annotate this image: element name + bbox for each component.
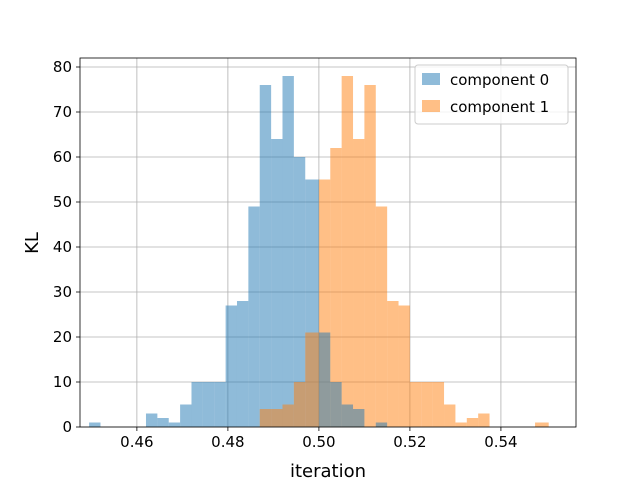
bar-component-0 bbox=[259, 85, 272, 427]
bar-component-1 bbox=[421, 382, 433, 427]
bar-component-1 bbox=[466, 418, 479, 427]
bar-overlap bbox=[271, 409, 283, 427]
x-tick-label: 0.48 bbox=[211, 433, 244, 451]
y-tick-label: 80 bbox=[53, 58, 72, 76]
bar-component-1 bbox=[364, 85, 376, 427]
bar-component-1 bbox=[375, 206, 388, 427]
bar-component-1 bbox=[432, 382, 445, 427]
legend-label-component-0: component 0 bbox=[450, 71, 549, 89]
axis-ticks: 0.46 0.48 0.50 0.52 0.54 0 10 20 30 40 50 60 70 80 bbox=[53, 58, 518, 451]
x-tick-label: 0.50 bbox=[302, 433, 335, 451]
bar-component-0 bbox=[145, 413, 158, 427]
y-tick-label: 10 bbox=[53, 373, 72, 391]
bar-component-0 bbox=[282, 76, 294, 427]
y-axis-title: KL bbox=[22, 232, 43, 254]
bar-component-1 bbox=[455, 422, 467, 427]
x-tick-label: 0.52 bbox=[393, 433, 426, 451]
bar-component-0 bbox=[191, 382, 203, 427]
bar-component-0 bbox=[271, 139, 283, 427]
bar-component-1 bbox=[398, 305, 410, 427]
legend-box bbox=[414, 64, 569, 125]
bar-component-0 bbox=[89, 422, 101, 427]
histogram-bars bbox=[89, 76, 549, 427]
bar-component-1 bbox=[318, 179, 331, 427]
legend-swatch-component-1 bbox=[422, 100, 440, 112]
bar-component-1 bbox=[478, 413, 490, 427]
bar-component-0 bbox=[248, 206, 260, 427]
bar-overlap bbox=[353, 409, 365, 427]
bar-overlap bbox=[318, 332, 331, 427]
bar-component-0 bbox=[236, 301, 249, 427]
y-tick-label: 40 bbox=[53, 238, 72, 256]
y-tick-label: 20 bbox=[53, 328, 72, 346]
y-tick-label: 50 bbox=[53, 193, 72, 211]
bar-component-0 bbox=[168, 422, 181, 427]
bar-component-1 bbox=[409, 382, 422, 427]
bar-component-0 bbox=[180, 404, 192, 427]
bar-component-0 bbox=[225, 305, 237, 427]
bar-component-0 bbox=[202, 382, 215, 427]
x-axis-title: iteration bbox=[290, 461, 366, 480]
bar-overlap bbox=[259, 409, 272, 427]
bar-component-1 bbox=[341, 76, 354, 427]
legend-label-component-1: component 1 bbox=[450, 98, 549, 116]
bar-component-1 bbox=[353, 139, 365, 427]
bar-component-1 bbox=[444, 404, 456, 427]
y-tick-label: 30 bbox=[53, 283, 72, 301]
bar-overlap bbox=[293, 382, 306, 427]
bar-component-0 bbox=[157, 418, 169, 427]
bar-overlap bbox=[341, 404, 354, 427]
y-tick-label: 70 bbox=[53, 103, 72, 121]
bar-overlap bbox=[282, 404, 294, 427]
y-tick-label: 60 bbox=[53, 148, 72, 166]
x-tick-label: 0.46 bbox=[120, 433, 153, 451]
x-tick-label: 0.54 bbox=[484, 433, 517, 451]
bar-component-1 bbox=[330, 148, 342, 427]
y-tick-label: 0 bbox=[62, 418, 72, 436]
bar-overlap bbox=[375, 422, 388, 427]
bar-overlap bbox=[330, 382, 342, 427]
bar-overlap bbox=[305, 332, 319, 427]
bar-component-0 bbox=[293, 157, 306, 427]
legend-swatch-component-0 bbox=[422, 73, 440, 85]
plot-frame bbox=[79, 57, 577, 428]
legend: component 0 component 1 bbox=[414, 64, 569, 125]
bar-component-1 bbox=[387, 301, 399, 427]
bar-component-1 bbox=[535, 422, 549, 427]
bar-component-0 bbox=[214, 382, 226, 427]
